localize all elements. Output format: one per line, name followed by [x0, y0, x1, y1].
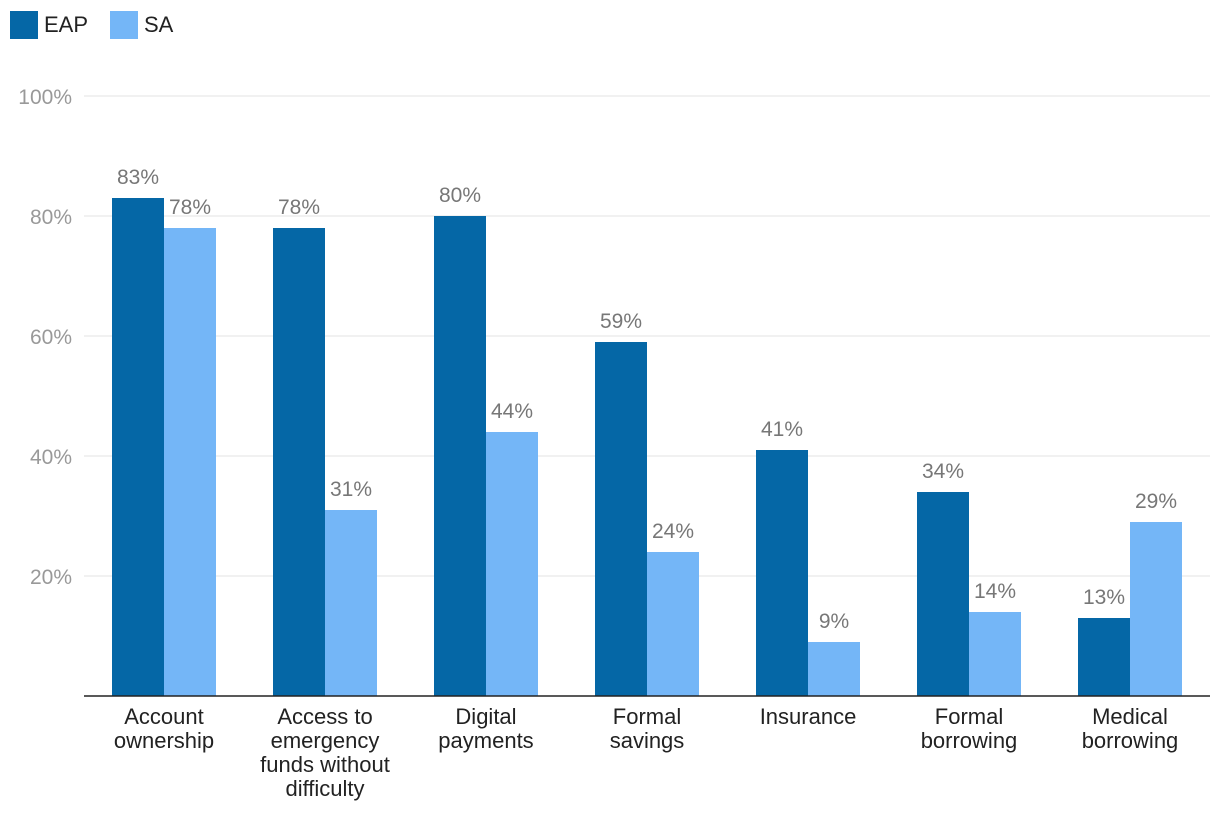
data-label-eap: 34%	[922, 460, 964, 483]
legend: EAP SA	[10, 11, 174, 39]
y-tick-label: 100%	[18, 86, 72, 109]
data-label-eap: 80%	[439, 184, 481, 207]
data-label-eap: 13%	[1083, 586, 1125, 609]
y-tick-label: 20%	[30, 566, 72, 589]
category-label: ownership	[114, 728, 214, 753]
data-labels: 83% 78% 78% 31% 80% 44% 59% 24% 41% 9% 34% 14% 13% 29…	[117, 166, 1177, 633]
bar-eap	[273, 228, 325, 696]
data-label-eap: 83%	[117, 166, 159, 189]
bars	[112, 198, 1182, 696]
category-label: borrowing	[921, 728, 1018, 753]
bar-eap	[1078, 618, 1130, 696]
category-label: Formal	[613, 704, 681, 729]
category-label: Medical	[1092, 704, 1168, 729]
bar-eap	[917, 492, 969, 696]
data-label-sa: 14%	[974, 580, 1016, 603]
category-label: savings	[610, 728, 685, 753]
bar-sa	[1130, 522, 1182, 696]
data-label-eap: 59%	[600, 310, 642, 333]
legend-label-eap: EAP	[44, 12, 88, 37]
data-label-sa: 78%	[169, 196, 211, 219]
legend-label-sa: SA	[144, 12, 174, 37]
category-label: Account	[124, 704, 204, 729]
y-tick-label: 60%	[30, 326, 72, 349]
bar-eap	[756, 450, 808, 696]
y-axis-ticks: 20% 40% 60% 80% 100%	[18, 86, 72, 589]
category-label: funds without	[260, 752, 390, 777]
bar-sa	[969, 612, 1021, 696]
bar-eap	[595, 342, 647, 696]
category-label: borrowing	[1082, 728, 1179, 753]
category-label: Access to	[277, 704, 372, 729]
category-label: Digital	[455, 704, 516, 729]
y-tick-label: 40%	[30, 446, 72, 469]
bar-sa	[647, 552, 699, 696]
data-label-eap: 41%	[761, 418, 803, 441]
data-label-sa: 9%	[819, 610, 849, 633]
category-label: emergency	[271, 728, 380, 753]
legend-swatch-sa	[110, 11, 138, 39]
category-label: difficulty	[285, 776, 364, 801]
y-tick-label: 80%	[30, 206, 72, 229]
bar-sa	[325, 510, 377, 696]
bar-eap	[112, 198, 164, 696]
bar-sa	[486, 432, 538, 696]
data-label-sa: 24%	[652, 520, 694, 543]
category-label: payments	[438, 728, 533, 753]
data-label-sa: 31%	[330, 478, 372, 501]
data-label-eap: 78%	[278, 196, 320, 219]
gridlines	[84, 95, 1210, 577]
bar-eap	[434, 216, 486, 696]
bar-sa	[164, 228, 216, 696]
category-label: Formal	[935, 704, 1003, 729]
bar-sa	[808, 642, 860, 696]
legend-swatch-eap	[10, 11, 38, 39]
data-label-sa: 29%	[1135, 490, 1177, 513]
category-label: Insurance	[760, 704, 857, 729]
data-label-sa: 44%	[491, 400, 533, 423]
